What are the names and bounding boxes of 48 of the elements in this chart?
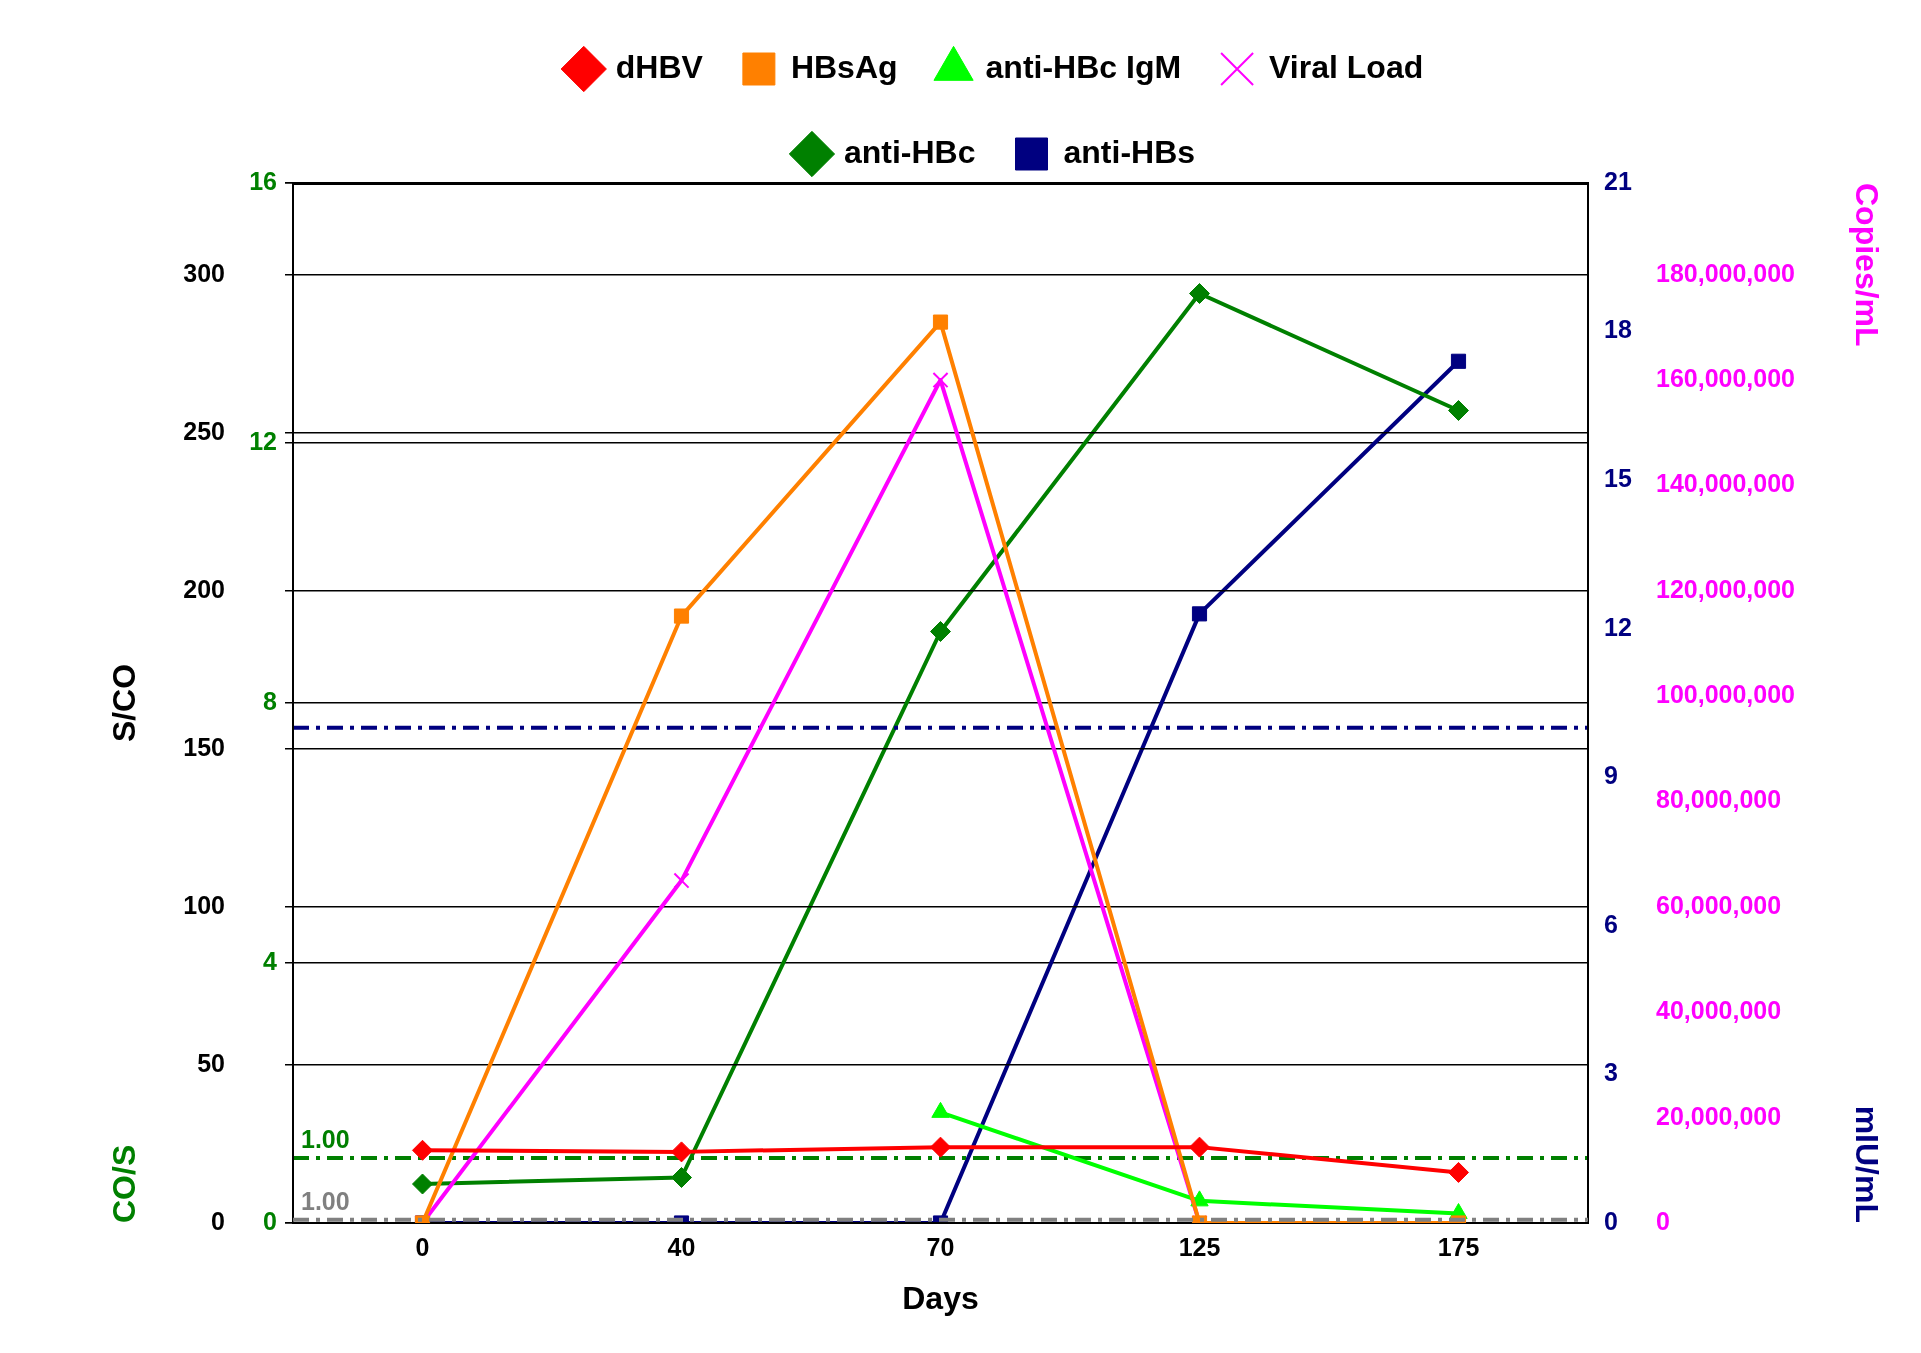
y2-tick-label: 0: [1656, 1206, 1670, 1235]
y2-tick-label: 21: [1604, 166, 1632, 195]
y-tick-label: 0: [211, 1206, 225, 1235]
y2-tick-label: 40,000,000: [1656, 996, 1782, 1025]
legend-label: HBsAg: [790, 48, 898, 85]
x-tick-label: 125: [1178, 1232, 1221, 1261]
y-tick-label: 200: [183, 574, 225, 603]
y2-tick-label: 140,000,000: [1656, 469, 1796, 498]
y2-tick-label: 120,000,000: [1656, 574, 1796, 603]
y2-tick-label: 12: [1604, 612, 1632, 641]
y-tick-label: 100: [183, 890, 225, 919]
legend-label: anti-HBc: [843, 133, 976, 170]
y2-tick-label: 9: [1604, 761, 1618, 790]
y-tick-label: 50: [197, 1048, 225, 1077]
y2-axis-title: mIU/mL: [1848, 1105, 1885, 1223]
y2-tick-label: 60,000,000: [1656, 890, 1782, 919]
x-tick-label: 40: [667, 1232, 696, 1261]
y-tick-label: 4: [263, 946, 278, 975]
y2-tick-label: 18: [1604, 315, 1632, 344]
ref-line-label: 1.00: [301, 1187, 350, 1216]
y2-tick-label: 0: [1604, 1206, 1618, 1235]
y-tick-label: 150: [183, 732, 225, 761]
x-tick-label: 70: [926, 1232, 955, 1261]
x-tick-label: 175: [1437, 1232, 1480, 1261]
y-axis-title: S/CO: [106, 663, 143, 743]
x-axis-title: Days: [902, 1279, 979, 1316]
legend-label: anti-HBc IgM: [985, 48, 1182, 85]
ref-line-label: 1.00: [301, 1125, 350, 1154]
y2-tick-label: 160,000,000: [1656, 363, 1796, 392]
y2-tick-label: 20,000,000: [1656, 1101, 1782, 1130]
legend-label: dHBV: [615, 48, 704, 85]
y-tick-label: 0: [263, 1206, 277, 1235]
y2-axis-title: Copies/mL: [1848, 183, 1885, 347]
legend-label: anti-HBs: [1063, 133, 1196, 170]
y-tick-label: 16: [249, 166, 277, 195]
y-tick-label: 12: [249, 426, 277, 455]
y2-tick-label: 15: [1604, 464, 1632, 493]
y-tick-label: 300: [183, 258, 225, 287]
y-axis-title: CO/S: [106, 1144, 143, 1223]
y-tick-label: 250: [183, 416, 225, 445]
y2-tick-label: 180,000,000: [1656, 258, 1796, 287]
y2-tick-label: 80,000,000: [1656, 785, 1782, 814]
y2-tick-label: 100,000,000: [1656, 680, 1796, 709]
legend-label: Viral Load: [1269, 48, 1424, 85]
x-tick-label: 0: [415, 1232, 430, 1261]
y2-tick-label: 3: [1604, 1058, 1618, 1087]
y2-tick-label: 6: [1604, 909, 1618, 938]
y-tick-label: 8: [263, 686, 278, 715]
